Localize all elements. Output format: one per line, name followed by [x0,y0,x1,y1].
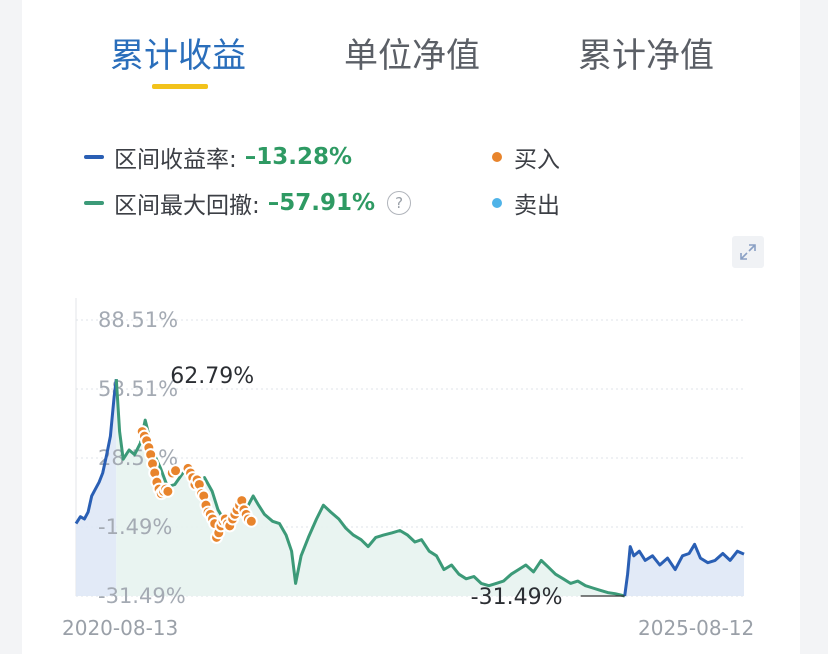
drawdown-label: 区间最大回撤: [114,193,260,219]
return-line-swatch [84,155,104,159]
drawdown-line-swatch [84,201,104,205]
x-start-label: 2020-08-13 [62,616,179,640]
return-label: 区间收益率: [114,147,237,173]
fund-chart-card: 累计收益 单位净值 累计净值 区间收益率: –13.28% 区间最大回撤: –5… [22,0,800,654]
help-icon[interactable]: ? [387,191,412,215]
legend-buy: 买入 [492,140,560,174]
y-tick-label: 58.51% [98,377,178,401]
tab-unit-nav[interactable]: 单位净值 [344,36,480,76]
return-chart: 88.51%58.51%28.51%-1.49%-31.49%62.79%-31… [74,298,745,610]
y-tick-label: 88.51% [98,308,178,332]
buy-point [161,484,175,498]
x-end-label: 2025-08-12 [638,616,755,640]
buy-point [169,464,183,478]
series-line [74,379,118,525]
series-fill [76,379,117,596]
buy-dot-icon [492,152,502,162]
expand-icon [740,244,756,260]
legend-return: 区间收益率: –13.28% [84,140,352,174]
drawdown-value: –57.91% [267,190,376,216]
y-tick-label: -31.49% [98,584,186,608]
series-fill [116,379,625,596]
tab-cumulative-return[interactable]: 累计收益 [110,36,246,76]
y-tick-label: -1.49% [98,515,172,539]
active-tab-indicator [152,84,208,89]
max-annotation-label: 62.79% [170,364,254,389]
sell-label: 卖出 [514,193,560,219]
sell-dot-icon [492,198,502,208]
series-line [623,542,745,597]
legend-sell: 卖出 [492,186,560,220]
legend-drawdown: 区间最大回撤: –57.91% ? [84,186,412,220]
return-value: –13.28% [244,144,353,170]
fullscreen-button[interactable] [732,236,764,268]
tab-bar: 累计收益 单位净值 累计净值 [22,0,800,100]
min-annotation-label: -31.49% [471,585,563,610]
series-fill [624,544,744,596]
buy-point [244,514,258,528]
tab-cumulative-nav[interactable]: 累计净值 [578,36,714,76]
buy-label: 买入 [514,147,560,173]
